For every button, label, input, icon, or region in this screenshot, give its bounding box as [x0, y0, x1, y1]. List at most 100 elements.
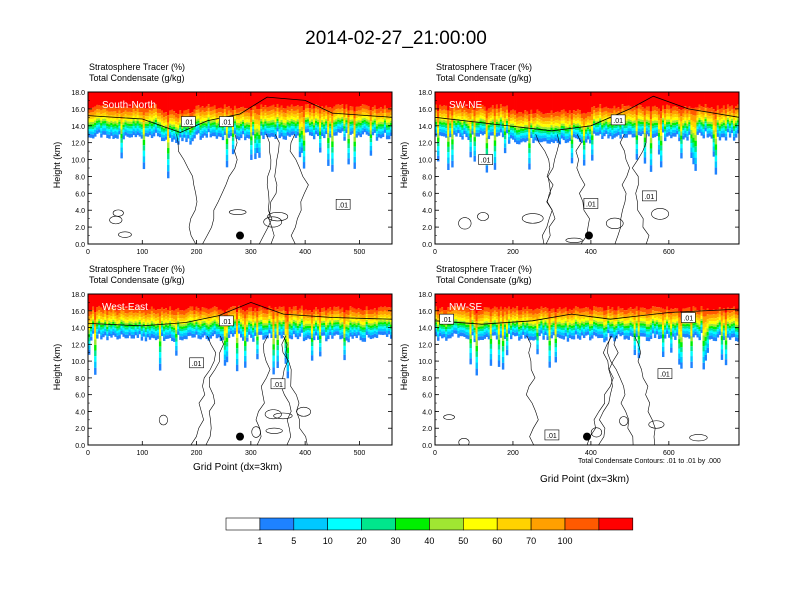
tracer-cell	[489, 107, 493, 112]
tracer-cell	[694, 140, 697, 147]
tracer-cell	[512, 136, 515, 140]
tracer-cell	[375, 136, 379, 141]
tracer-cell	[118, 123, 121, 127]
tracer-cell	[584, 129, 588, 132]
tracer-cell	[437, 150, 440, 156]
tracer-cell	[110, 111, 113, 116]
tracer-cell	[599, 104, 602, 109]
tracer-cell	[203, 332, 206, 336]
tracer-cell	[532, 139, 535, 144]
contour-label-box	[610, 114, 626, 126]
tracer-cell	[110, 294, 113, 309]
tracer-cell	[730, 129, 734, 134]
tracer-cell	[240, 118, 243, 122]
tracer-cell	[661, 129, 665, 133]
tracer-cell	[280, 329, 283, 332]
tracer-cell	[353, 136, 356, 142]
tracer-cell	[217, 112, 221, 116]
tracer-cell	[298, 113, 302, 119]
tracer-cell	[325, 321, 328, 325]
tracer-cell	[481, 109, 485, 114]
tracer-cell	[144, 121, 148, 124]
tracer-cell	[710, 134, 714, 139]
tracer-cell	[449, 111, 452, 115]
tracer-cell	[355, 331, 358, 335]
tracer-cell	[244, 294, 247, 312]
tracer-cell	[516, 140, 519, 145]
tracer-cell	[347, 143, 350, 149]
tracer-cell	[349, 106, 352, 111]
tracer-cell	[300, 315, 304, 319]
tracer-cell	[343, 133, 346, 137]
tracer-cell	[335, 128, 338, 132]
tracer-cell	[233, 306, 237, 311]
tracer-cell	[213, 127, 217, 130]
tracer-cell	[491, 113, 495, 117]
tracer-cell	[507, 132, 511, 135]
tracer-cell	[298, 321, 302, 324]
tracer-cell	[649, 92, 653, 112]
tracer-cell	[580, 129, 584, 132]
tracer-cell	[173, 325, 176, 328]
tracer-cell	[94, 356, 97, 362]
tracer-cell	[387, 92, 391, 109]
tracer-cell	[314, 92, 318, 105]
tracer-cell	[487, 127, 491, 130]
tracer-cell	[221, 310, 225, 316]
tracer-cell	[680, 131, 683, 136]
tracer-cell	[288, 114, 292, 118]
tracer-cell	[250, 110, 253, 117]
tracer-cell	[639, 121, 643, 125]
tracer-cell	[694, 107, 697, 116]
tracer-cell	[179, 92, 182, 111]
tracer-cell	[211, 318, 215, 322]
tracer-cell	[625, 123, 628, 126]
tracer-cell	[144, 324, 148, 328]
tracer-cell	[169, 306, 172, 312]
tracer-cell	[333, 110, 336, 115]
tracer-cell	[136, 92, 140, 105]
tracer-cell	[722, 105, 726, 110]
tracer-cell	[193, 327, 196, 330]
tracer-cell	[126, 111, 129, 116]
tracer-cell	[688, 126, 691, 129]
tracer-cell	[266, 115, 269, 119]
tracer-cell	[282, 294, 285, 307]
tracer-cell	[341, 92, 344, 105]
tracer-cell	[264, 131, 267, 136]
tracer-cell	[92, 310, 95, 315]
tracer-cell	[280, 127, 283, 130]
tracer-cell	[165, 335, 168, 339]
tracer-cell	[134, 312, 138, 316]
tracer-cell	[92, 129, 95, 132]
tracer-cell	[477, 120, 480, 123]
tracer-cell	[258, 315, 261, 318]
tracer-cell	[211, 311, 215, 316]
tracer-cell	[169, 110, 172, 115]
tracer-cell	[122, 325, 125, 328]
tracer-cell	[98, 323, 101, 326]
tracer-cell	[284, 123, 288, 126]
tracer-cell	[369, 125, 373, 131]
tracer-cell	[246, 324, 249, 328]
tracer-cell	[207, 314, 210, 318]
tracer-cell	[516, 121, 519, 125]
tracer-cell	[98, 92, 101, 106]
tracer-cell	[337, 306, 340, 311]
tracer-cell	[237, 313, 241, 317]
tracer-cell	[203, 318, 206, 321]
tracer-cell	[550, 92, 553, 111]
tracer-cell	[258, 320, 261, 323]
tracer-cell	[173, 126, 176, 129]
tracer-cell	[94, 120, 97, 123]
tracer-cell	[603, 111, 606, 116]
tracer-cell	[702, 118, 705, 122]
x-axis-label: Grid Point (dx=3km)	[540, 474, 630, 485]
tracer-cell	[162, 313, 166, 318]
tracer-cell	[167, 325, 170, 328]
tracer-cell	[625, 120, 628, 124]
tracer-cell	[449, 92, 452, 107]
tracer-cell	[246, 124, 249, 127]
tracer-cell	[343, 126, 346, 129]
tracer-cell	[457, 110, 460, 114]
